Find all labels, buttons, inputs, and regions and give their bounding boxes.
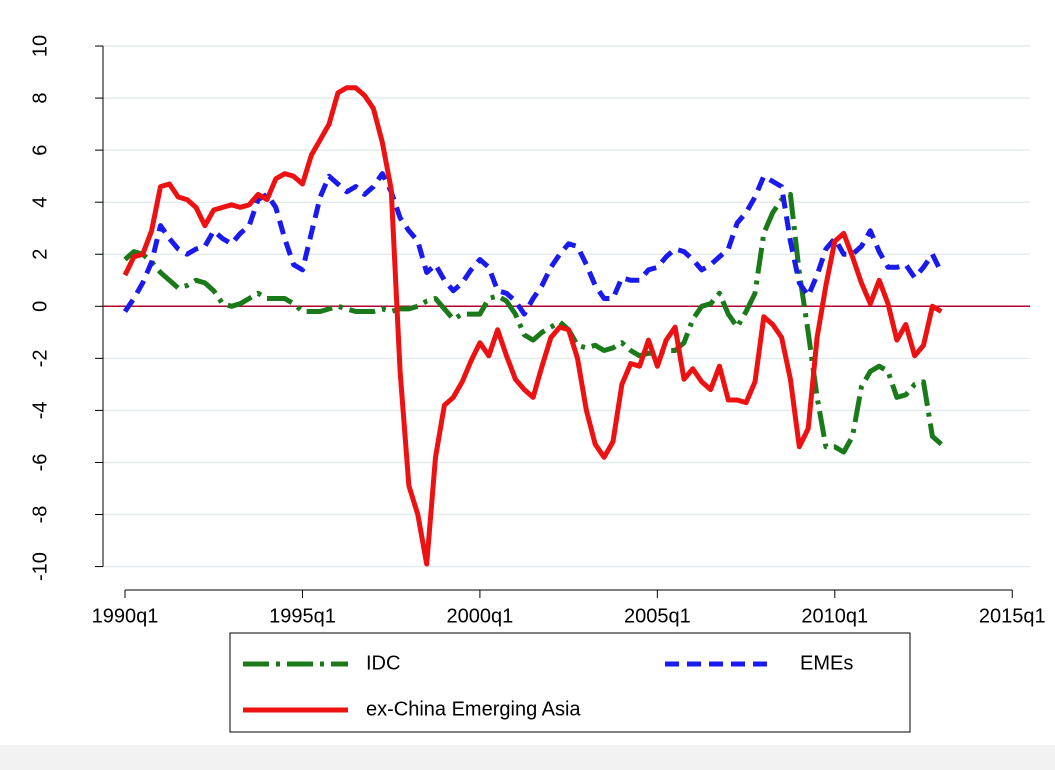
y-tick-label: -8 xyxy=(29,506,51,524)
y-tick-label: 10 xyxy=(29,35,51,57)
footer-strip xyxy=(0,745,1055,770)
x-tick-label: 1990q1 xyxy=(92,605,159,627)
y-tick-label: 4 xyxy=(29,197,51,208)
x-tick-label: 2005q1 xyxy=(624,605,691,627)
x-tick-label: 1995q1 xyxy=(269,605,336,627)
y-tick-label: -2 xyxy=(29,349,51,367)
x-tick-label: 2015q1 xyxy=(979,605,1046,627)
y-tick-label: 2 xyxy=(29,249,51,260)
series-line xyxy=(122,85,943,567)
legend-box xyxy=(229,632,911,733)
y-tick-label: -6 xyxy=(29,454,51,472)
y-tick-label: 0 xyxy=(29,301,51,312)
y-tick-label: 6 xyxy=(29,145,51,156)
legend-label: EMEs xyxy=(800,652,853,674)
y-tick-label: 8 xyxy=(29,93,51,104)
y-tick-label: -10 xyxy=(29,552,51,581)
series-line xyxy=(123,191,943,455)
legend-label: ex-China Emerging Asia xyxy=(366,698,581,720)
y-tick-label: -4 xyxy=(29,402,51,420)
x-tick-label: 2010q1 xyxy=(801,605,868,627)
x-tick-label: 2000q1 xyxy=(447,605,514,627)
series-line xyxy=(122,171,944,317)
legend-label: IDC xyxy=(366,652,400,674)
